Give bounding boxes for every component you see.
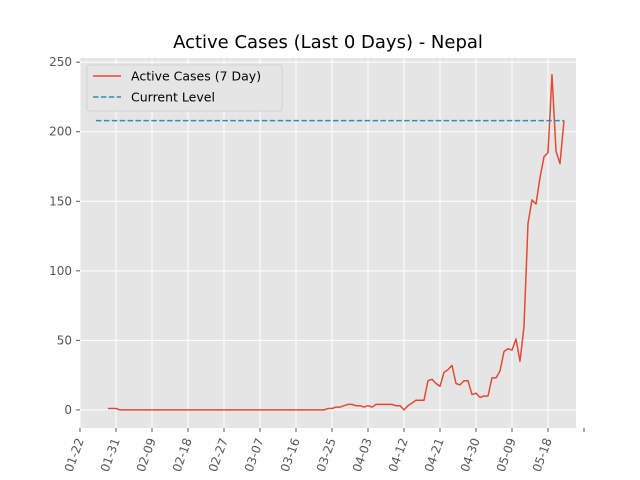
x-tick-label: 01-31 <box>98 436 123 474</box>
x-tick-label: 03-16 <box>278 436 303 474</box>
x-tick-label: 03-07 <box>242 436 267 474</box>
legend-box <box>86 64 283 112</box>
series-line-active-cases <box>108 73 565 411</box>
x-tick-label: 01-22 <box>62 436 87 474</box>
legend-label-current-level: Current Level <box>131 90 215 105</box>
y-tick-label: 250 <box>49 55 72 69</box>
x-tick-label: 05-09 <box>494 436 519 474</box>
x-tick-label: 04-30 <box>458 436 483 474</box>
grid-lines <box>79 58 585 428</box>
x-tick-label: 04-21 <box>422 436 447 474</box>
legend-label-active-cases: Active Cases (7 Day) <box>131 69 261 84</box>
y-tick-label: 150 <box>49 194 72 208</box>
plot-area <box>80 58 576 428</box>
y-tick-label: 0 <box>64 403 72 417</box>
x-tick-label: 02-18 <box>170 436 195 474</box>
x-tick-label: 04-03 <box>350 436 375 474</box>
chart-title: Active Cases (Last 0 Days) - Nepal <box>173 32 483 53</box>
x-tick-label: 04-12 <box>386 436 411 474</box>
series-layer <box>96 73 565 411</box>
y-tick-label: 100 <box>49 264 72 278</box>
x-tick-label: 02-09 <box>134 436 159 474</box>
x-tick-label: 05-18 <box>530 436 555 474</box>
y-tick-label: 200 <box>49 125 72 139</box>
legend: Active Cases (7 Day) Current Level <box>86 64 283 112</box>
y-tick-label: 50 <box>57 333 72 347</box>
x-tick-label: 02-27 <box>206 436 231 474</box>
x-tick-label: 03-25 <box>314 436 339 474</box>
